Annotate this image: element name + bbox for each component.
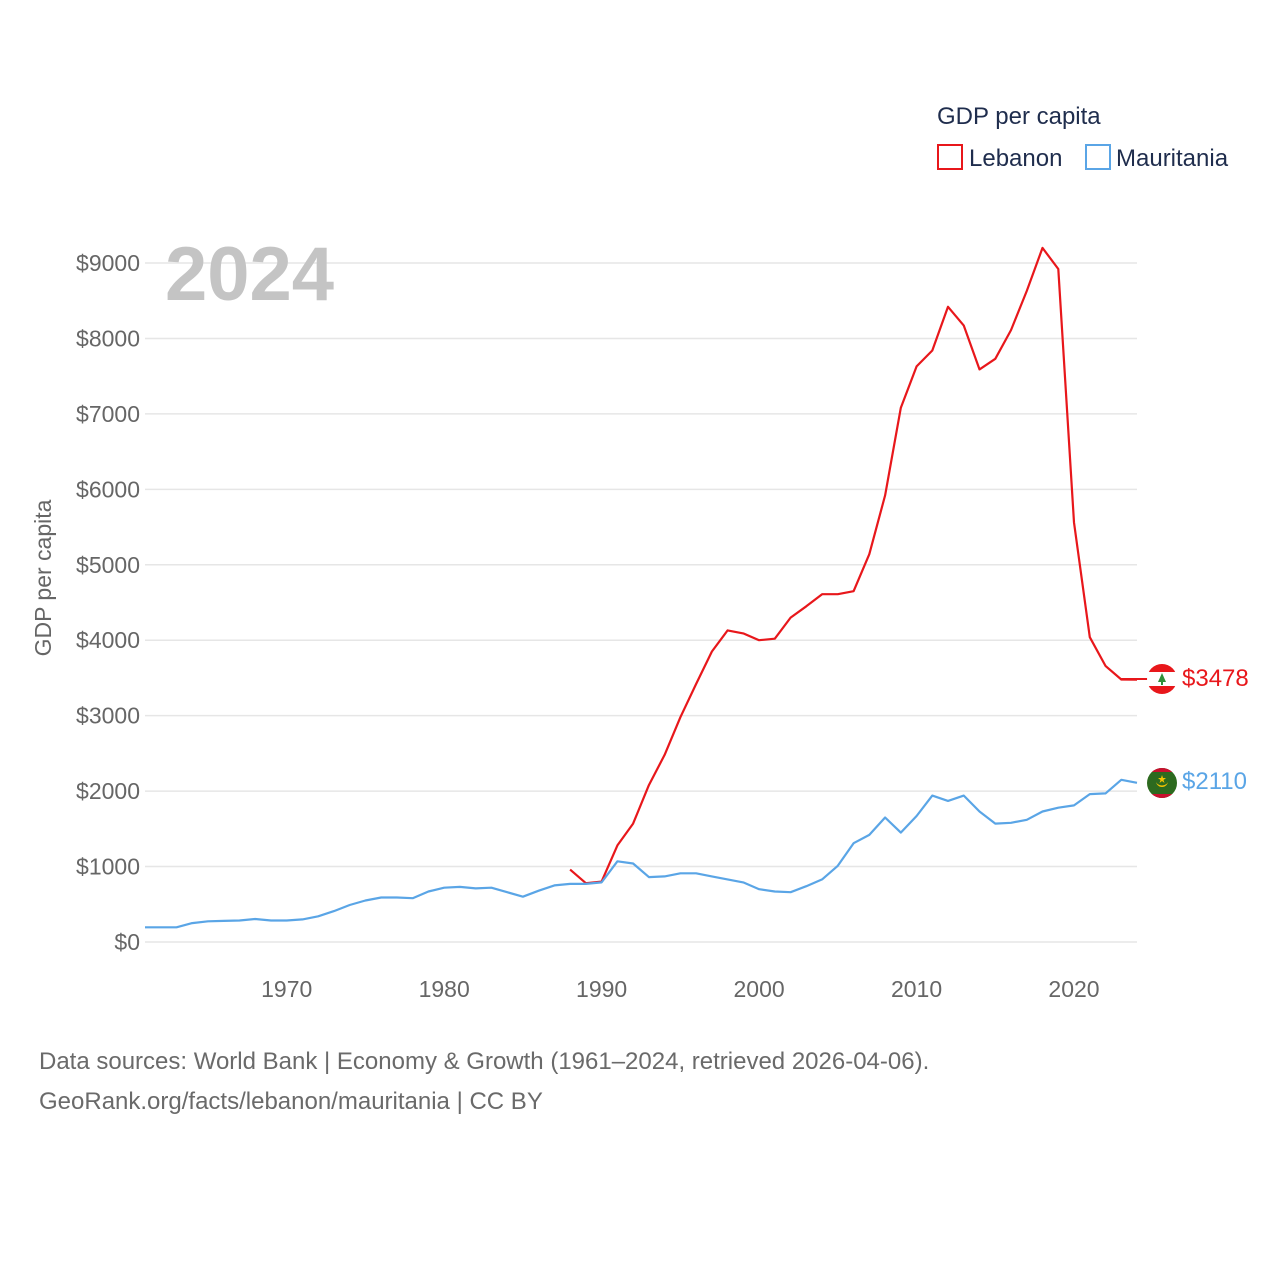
- source-line-2: GeoRank.org/facts/lebanon/mauritania | C…: [39, 1088, 543, 1115]
- legend-swatch-mauritania: [1085, 144, 1111, 170]
- y-tick-label: $2000: [76, 778, 140, 804]
- y-tick-label: $8000: [76, 325, 140, 351]
- mauritania-flag-icon: [1147, 768, 1177, 798]
- source-note: Data sources: World Bank | Economy & Gro…: [39, 1042, 929, 1122]
- x-axis-ticks: 1970 1980 1990 2000 2010 2020: [261, 976, 1099, 1002]
- series-line-lebanon: [569, 246, 1138, 885]
- mauritania-end-marker: $2110: [1147, 768, 1247, 798]
- mauritania-end-value: $2110: [1182, 768, 1247, 795]
- x-tick-label: 1970: [261, 976, 312, 1002]
- legend-label-mauritania: Mauritania: [1116, 145, 1229, 172]
- x-tick-label: 2020: [1048, 976, 1099, 1002]
- lebanon-end-value: $3478: [1182, 665, 1249, 692]
- x-tick-label: 1990: [576, 976, 627, 1002]
- y-axis-ticks: $0 $1000 $2000 $3000 $4000 $5000 $6000 $7000 $80…: [76, 250, 140, 955]
- x-tick-label: 1980: [419, 976, 470, 1002]
- y-tick-label: $6000: [76, 476, 140, 502]
- gridlines: [145, 262, 1137, 943]
- lebanon-end-marker: $3478: [1120, 664, 1249, 694]
- y-tick-label: $4000: [76, 627, 140, 653]
- y-tick-label: $9000: [76, 250, 140, 276]
- x-tick-label: 2000: [734, 976, 785, 1002]
- legend-label-lebanon: Lebanon: [969, 145, 1062, 172]
- legend-item-lebanon[interactable]: Lebanon: [937, 144, 1062, 172]
- source-line-1: Data sources: World Bank | Economy & Gro…: [39, 1048, 930, 1075]
- x-tick-label: 2010: [891, 976, 942, 1002]
- legend: GDP per capita Lebanon Mauritania: [937, 103, 1229, 172]
- y-tick-label: $5000: [76, 552, 140, 578]
- legend-title: GDP per capita: [937, 103, 1101, 130]
- y-axis-label: GDP per capita: [30, 499, 56, 656]
- series-line-mauritania: [145, 778, 1138, 929]
- year-label: 2024: [165, 232, 334, 317]
- gdp-line-chart: $0 $1000 $2000 $3000 $4000 $5000 $6000 $7000 $80…: [30, 103, 1249, 1002]
- y-tick-label: $7000: [76, 401, 140, 427]
- series-layer: [145, 246, 1138, 929]
- legend-swatch-lebanon: [937, 144, 963, 170]
- lebanon-flag-icon: [1147, 664, 1177, 694]
- y-tick-label: $3000: [76, 703, 140, 729]
- y-tick-label: $0: [114, 929, 140, 955]
- legend-item-mauritania[interactable]: Mauritania: [1085, 144, 1229, 172]
- y-tick-label: $1000: [76, 854, 140, 880]
